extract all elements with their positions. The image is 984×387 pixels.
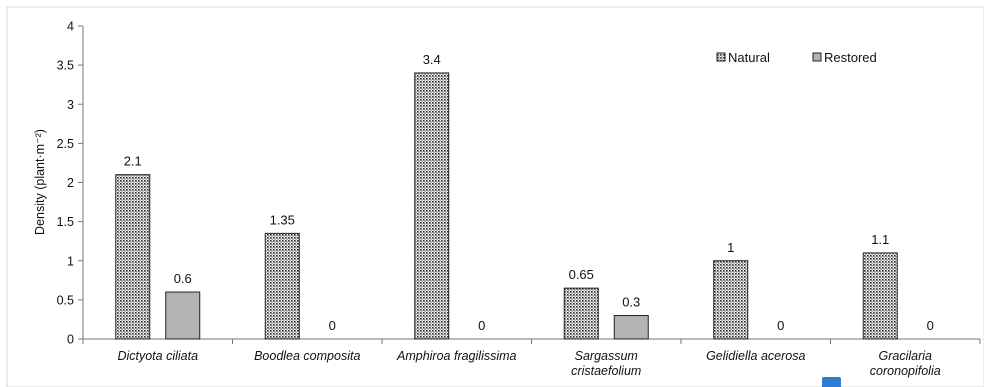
y-tick-label: 2.5	[57, 137, 74, 151]
y-tick-label: 0.5	[57, 293, 74, 307]
bar-restored	[613, 315, 649, 340]
bar-natural	[115, 174, 151, 340]
data-label: 0	[478, 318, 485, 333]
x-tick-label: Amphiroa fragilissima	[396, 349, 517, 363]
data-label: 0.3	[622, 295, 640, 310]
x-tick-label: coronopifolia	[870, 364, 941, 378]
y-tick-label: 3	[67, 98, 74, 112]
legend-swatch-restored	[812, 52, 822, 62]
y-tick-label: 1	[67, 254, 74, 268]
bar-natural	[414, 72, 450, 340]
legend-swatch-natural	[716, 52, 726, 62]
data-label: 0.65	[569, 267, 594, 282]
x-tick-label: Sargassum	[575, 349, 638, 363]
y-axis-label: Density (plant·m⁻²)	[33, 129, 47, 235]
bar-natural	[264, 232, 300, 340]
y-tick-label: 4	[67, 20, 74, 34]
data-label: 1.1	[871, 232, 889, 247]
y-tick-label: 0	[67, 333, 74, 347]
y-tick-label: 3.5	[57, 59, 74, 73]
bar-restored	[165, 291, 201, 340]
y-tick-label: 2	[67, 176, 74, 190]
bar-natural	[713, 260, 749, 340]
x-tick-label: Boodlea composita	[254, 349, 360, 363]
x-tick-label: Gelidiella acerosa	[706, 349, 805, 363]
x-tick-label: Dictyota ciliata	[117, 349, 198, 363]
chart-border	[6, 6, 984, 387]
data-label: 0	[777, 318, 784, 333]
x-tick-label: cristaefolium	[571, 364, 641, 378]
y-tick-label: 1.5	[57, 215, 74, 229]
legend-label-natural: Natural	[728, 50, 770, 65]
bar-natural	[862, 252, 898, 340]
data-label: 1	[727, 240, 734, 255]
data-label: 2.1	[124, 154, 142, 169]
blue-square-icon	[822, 377, 841, 387]
data-label: 1.35	[270, 212, 295, 227]
data-label: 3.4	[423, 52, 441, 67]
data-label: 0	[329, 318, 336, 333]
data-label: 0.6	[174, 271, 192, 286]
bar-natural	[563, 287, 599, 340]
data-label: 0	[927, 318, 934, 333]
x-tick-label: Gracilaria	[879, 349, 933, 363]
legend-label-restored: Restored	[824, 50, 877, 65]
